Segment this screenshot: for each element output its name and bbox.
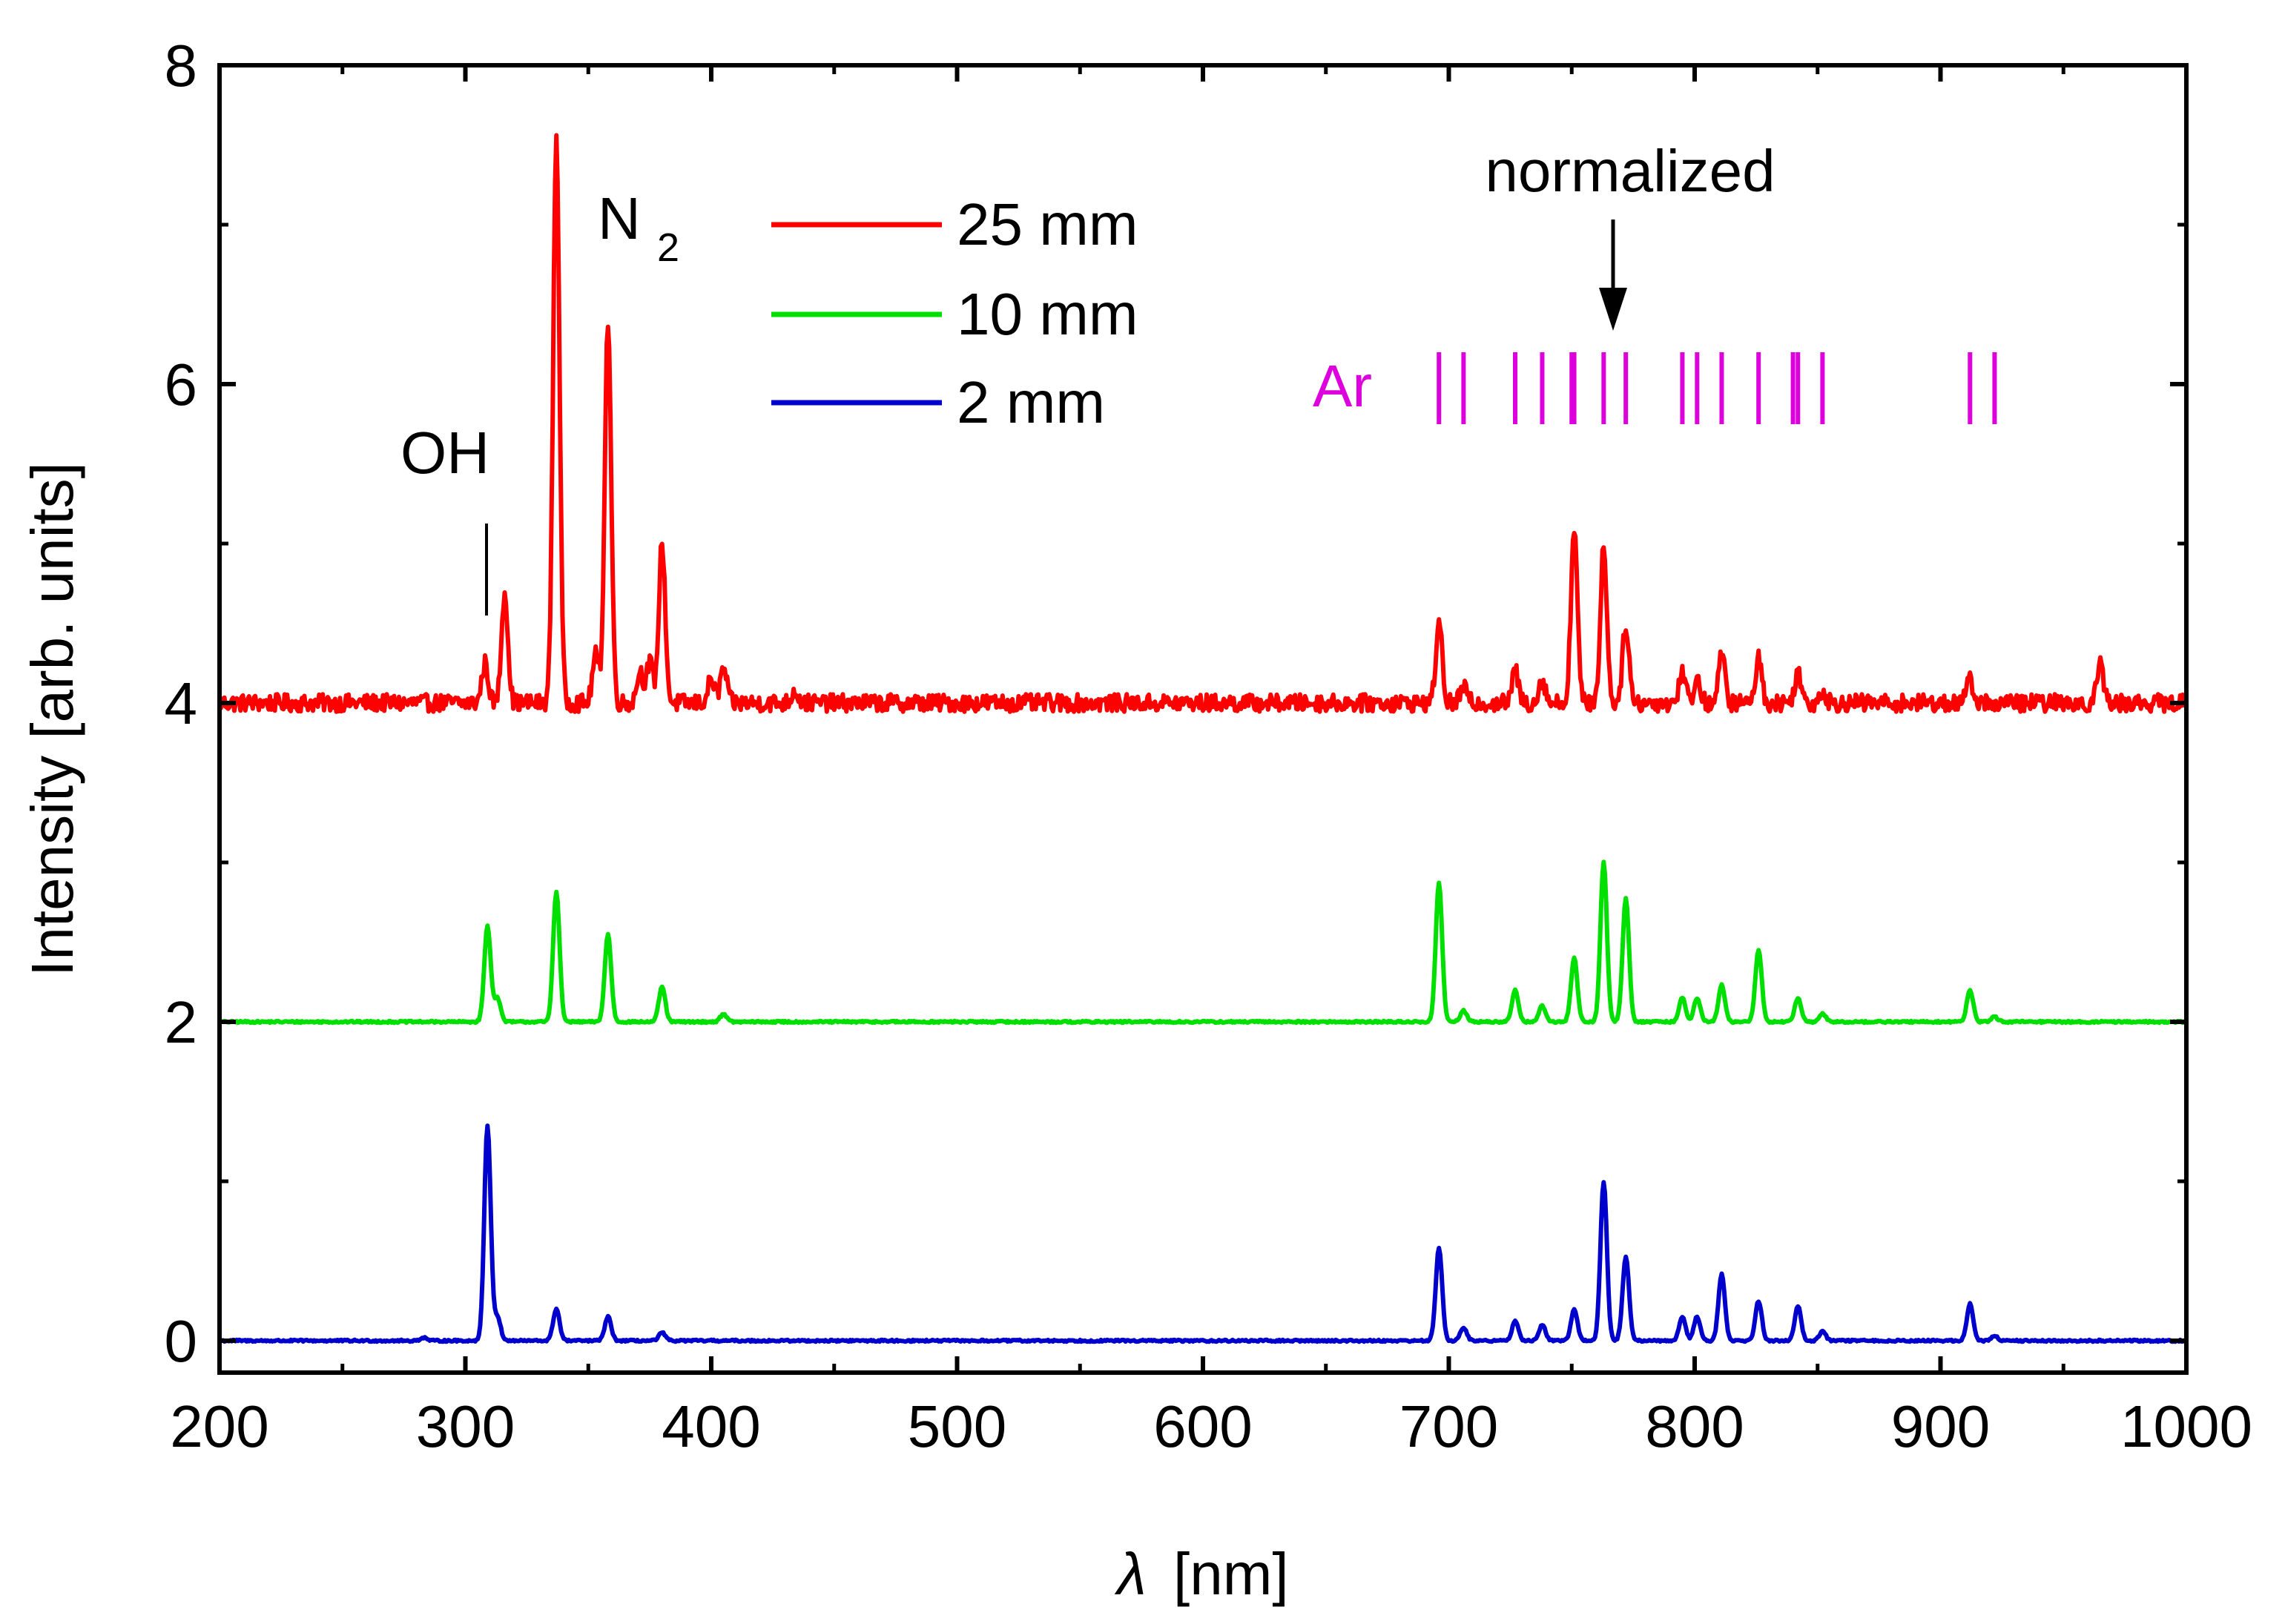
tick-layer: 200 300 400 500 600 700 800 900 1000 0 2 4 6 8 [165, 33, 2252, 1459]
x-tick-label-400: 400 [662, 1393, 760, 1459]
y-tick-label-0: 0 [165, 1308, 198, 1374]
y-tick-label-4: 4 [165, 670, 198, 736]
series-line-10mm [217, 859, 2188, 1026]
x-tick-label-700: 700 [1399, 1393, 1498, 1459]
series-layer [217, 133, 2189, 1344]
legend: 25 mm 10 mm 2 mm [771, 191, 1138, 435]
normalized-label: normalized [1485, 138, 1775, 204]
y-axis-title: Intensity [arb. units] [19, 462, 85, 977]
ar-label: Ar [1313, 353, 1372, 419]
x-tick-label-900: 900 [1891, 1393, 1990, 1459]
x-tick-label-800: 800 [1645, 1393, 1744, 1459]
oh-label: OH [400, 420, 489, 486]
x-tick-label-200: 200 [170, 1393, 268, 1459]
x-axis-symbol: λ [1114, 1541, 1146, 1607]
x-tick-label-500: 500 [908, 1393, 1006, 1459]
y-tick-label-6: 6 [165, 351, 198, 417]
legend-label-25mm: 25 mm [957, 191, 1138, 257]
series-line-2mm [218, 1123, 2188, 1344]
plot-frame [217, 63, 2189, 1375]
x-tick-label-600: 600 [1153, 1393, 1252, 1459]
x-tick-label-1000: 1000 [2120, 1393, 2252, 1459]
normalized-arrow-head [1599, 288, 1627, 331]
x-axis-title: λ [nm] [1114, 1541, 1288, 1607]
n2-subscript: 2 [657, 225, 679, 270]
x-axis-unit: [nm] [1173, 1541, 1289, 1607]
ar-lines [1437, 352, 1997, 424]
x-tick-label-300: 300 [416, 1393, 515, 1459]
n2-main: N [598, 185, 641, 251]
y-tick-label-8: 8 [165, 33, 198, 99]
legend-label-2mm: 2 mm [957, 369, 1105, 435]
n2-label: N 2 [598, 185, 679, 270]
legend-label-10mm: 10 mm [957, 281, 1138, 347]
series-line-25mm [217, 133, 2189, 714]
y-tick-label-2: 2 [165, 989, 198, 1055]
